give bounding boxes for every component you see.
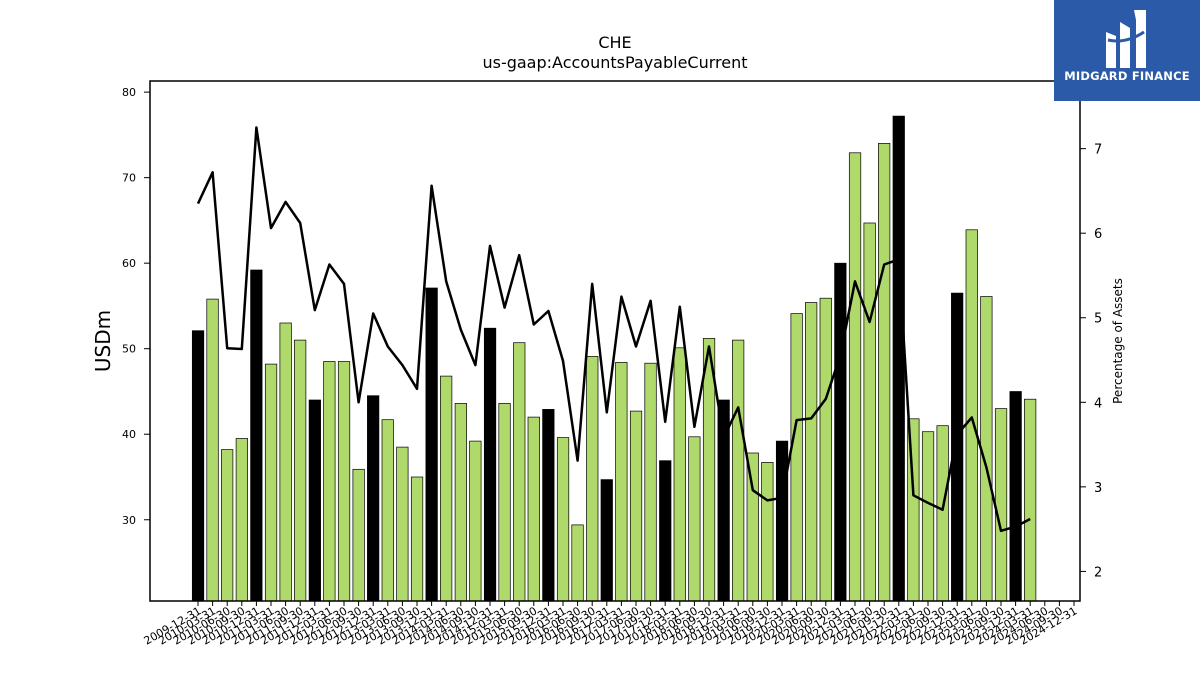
bar	[673, 347, 686, 602]
bar	[235, 438, 248, 602]
line-series	[196, 126, 1031, 533]
bar	[834, 262, 847, 602]
percentage-line	[196, 126, 1031, 533]
y-tick-label-right: 3	[1094, 481, 1102, 496]
bar	[732, 339, 745, 602]
bar	[571, 524, 584, 602]
bar	[206, 298, 219, 602]
bar	[878, 143, 891, 602]
bar	[250, 269, 263, 602]
y-tick-label-right: 6	[1094, 227, 1102, 242]
x-axis: 2009-12-312010-03-312010-06-302010-09-30…	[142, 601, 1080, 648]
bar	[337, 361, 351, 602]
y-tick-label-right: 4	[1094, 396, 1102, 411]
brand-logo: MIDGARD FINANCE	[1054, 0, 1200, 101]
bar	[965, 229, 978, 602]
y-axis-left: 30 40 50 60 70 80	[122, 86, 150, 527]
bar	[352, 468, 365, 602]
bar	[936, 425, 949, 602]
y-tick-label-left: 80	[122, 86, 136, 99]
y-axis-label-left: USDm	[91, 310, 115, 372]
bar	[644, 362, 657, 602]
y-tick-label-left: 50	[122, 343, 136, 356]
y-tick-label-left: 60	[122, 257, 136, 270]
bar	[1024, 398, 1037, 602]
bar	[483, 327, 497, 602]
plot-frame	[149, 80, 1081, 602]
y-tick-label-left: 30	[122, 514, 136, 527]
bar	[469, 440, 482, 602]
bar	[367, 395, 380, 602]
bar	[980, 296, 993, 602]
bar	[1009, 391, 1022, 602]
bar-series	[191, 115, 1037, 602]
y-axis-right: 2 3 4 5 6 7	[1080, 143, 1102, 580]
bar	[221, 449, 234, 602]
bar	[294, 339, 307, 602]
bar	[527, 416, 540, 602]
bar	[308, 399, 321, 602]
bar	[191, 330, 205, 602]
y-tick-label-right: 7	[1094, 143, 1102, 158]
bar	[513, 342, 526, 602]
bar	[775, 440, 789, 602]
y-axis-label-right: Percentage of Assets	[1111, 278, 1125, 404]
bar	[279, 322, 292, 602]
chart-title: CHE	[598, 33, 631, 52]
bar	[790, 313, 803, 602]
bar	[994, 408, 1008, 602]
bar	[323, 361, 336, 602]
y-tick-label-left: 70	[122, 172, 136, 185]
bar	[425, 287, 438, 602]
bar	[410, 476, 424, 602]
bar	[951, 292, 964, 602]
bar	[892, 115, 905, 602]
bar	[921, 431, 935, 602]
bar	[454, 403, 467, 602]
bar	[629, 410, 643, 602]
bar	[264, 363, 278, 602]
bar	[381, 419, 394, 602]
chart-subtitle: us-gaap:AccountsPayableCurrent	[482, 53, 747, 72]
y-tick-label-right: 5	[1094, 312, 1102, 327]
bar	[586, 356, 599, 602]
brand-name: MIDGARD FINANCE	[1064, 69, 1190, 83]
bar	[863, 222, 876, 602]
y-tick-label-right: 2	[1094, 565, 1102, 580]
bar	[819, 297, 832, 602]
midgard-logo-icon	[1106, 10, 1146, 68]
bar	[746, 452, 759, 602]
bar	[440, 375, 453, 602]
bar	[688, 436, 701, 602]
bar	[761, 462, 774, 602]
bar	[556, 437, 570, 602]
y-tick-label-left: 40	[122, 428, 136, 441]
bar	[848, 152, 862, 602]
bar	[805, 302, 818, 602]
bar	[659, 460, 672, 602]
bar	[396, 446, 409, 602]
bar	[600, 479, 613, 602]
bar	[615, 362, 628, 602]
bar	[498, 403, 511, 602]
bar	[542, 409, 555, 602]
